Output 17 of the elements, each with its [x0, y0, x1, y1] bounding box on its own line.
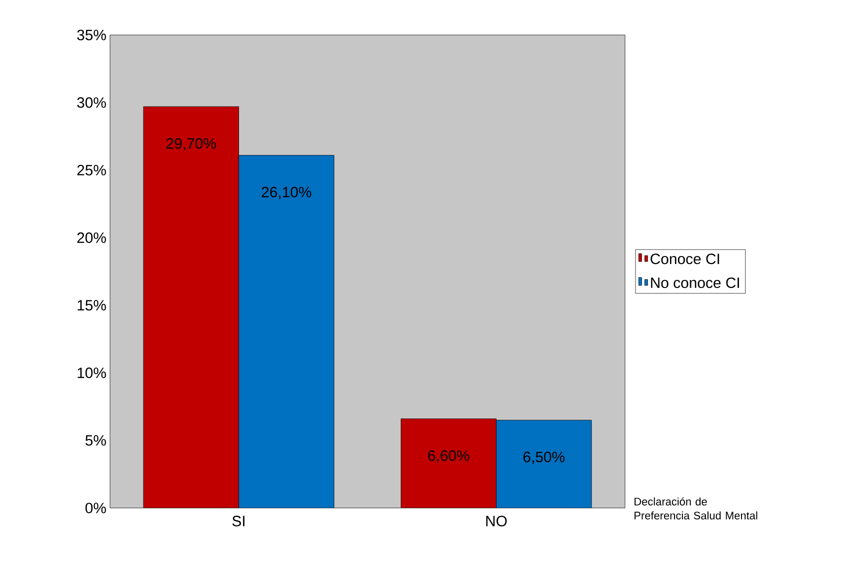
data-label: 26,10%	[262, 186, 312, 200]
y-tick-label: 35%	[77, 30, 106, 40]
y-tick-label: 15%	[78, 300, 106, 311]
y-tick-label: 20%	[77, 232, 106, 243]
y-tick-label: 30%	[77, 97, 106, 108]
legend-label: Conoce CI	[650, 254, 720, 264]
data-label: 6,60%	[428, 450, 470, 463]
legend-label: No conoce CI	[651, 277, 739, 288]
x-axis-title: Declaración de Preferencia Salud Mental	[634, 497, 758, 520]
y-tick-label: 10%	[78, 368, 106, 378]
x-tick-label: SI	[232, 516, 244, 526]
data-label: 6,50%	[523, 452, 565, 464]
data-label: 29,70%	[166, 138, 216, 150]
y-tick-label: 25%	[77, 164, 106, 176]
y-tick-label: 5%	[85, 435, 106, 446]
y-tick-label: 0%	[85, 502, 106, 514]
x-tick-label: NO	[486, 516, 507, 526]
